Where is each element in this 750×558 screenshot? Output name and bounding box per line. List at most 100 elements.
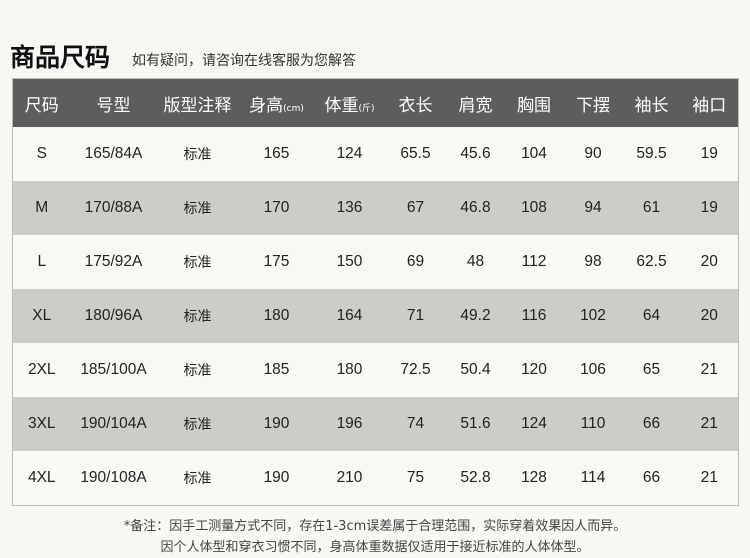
table-cell: 110 xyxy=(563,397,623,451)
table-cell: 175 xyxy=(238,235,315,289)
table-cell: 46.8 xyxy=(446,181,505,235)
table-cell: XL xyxy=(12,289,71,343)
table-cell: 116 xyxy=(504,289,564,343)
table-cell: 21 xyxy=(680,397,739,451)
table-cell: 106 xyxy=(563,343,623,397)
table-cell: 75 xyxy=(384,451,447,506)
table-cell: 50.4 xyxy=(446,343,505,397)
table-cell: 128 xyxy=(504,451,564,506)
table-cell: 21 xyxy=(680,343,739,397)
table-cell: 61 xyxy=(622,181,681,235)
table-cell: 170 xyxy=(238,181,315,235)
table-cell: 标准 xyxy=(156,343,239,397)
table-row: 2XL 185/100A 标准 185 180 72.5 50.4 120 106 65 21 xyxy=(12,343,739,397)
table-cell: 标准 xyxy=(156,451,239,506)
table-cell: 180 xyxy=(314,343,385,397)
table-cell: 标准 xyxy=(156,397,239,451)
table-cell: 210 xyxy=(314,451,385,506)
table-cell: 2XL xyxy=(12,343,71,397)
table-cell: 136 xyxy=(314,181,385,235)
header-unit: (斤) xyxy=(358,103,375,114)
table-row: L 175/92A 标准 175 150 69 48 112 98 62.5 20 xyxy=(12,235,739,289)
header-label: 袖长 xyxy=(634,95,669,116)
column-header: 下摆 xyxy=(563,78,623,127)
column-header: 肩宽 xyxy=(446,78,505,127)
table-cell: 98 xyxy=(563,235,623,289)
table-cell: 62.5 xyxy=(622,235,681,289)
table-cell: 21 xyxy=(680,451,739,506)
table-cell: 180/96A xyxy=(70,289,157,343)
table-row: 3XL 190/104A 标准 190 196 74 51.6 124 110 66 21 xyxy=(12,397,739,451)
header-label: 下摆 xyxy=(576,95,610,116)
column-header: 版型注释 xyxy=(156,78,239,127)
table-cell: 185 xyxy=(238,343,315,397)
table-cell: 72.5 xyxy=(384,343,447,397)
table-cell: 标准 xyxy=(156,235,239,289)
subtitle: 如有疑问，请咨询在线客服为您解答 xyxy=(132,53,356,69)
table-cell: 20 xyxy=(680,235,739,289)
table-cell: 180 xyxy=(238,289,315,343)
table-cell: 104 xyxy=(504,127,564,181)
column-header: 尺码 xyxy=(12,78,71,127)
column-header: 身高(cm) xyxy=(238,78,315,127)
table-cell: 19 xyxy=(680,127,739,181)
table-cell: 67 xyxy=(384,181,447,235)
table-cell: 66 xyxy=(622,397,681,451)
table-cell: 114 xyxy=(563,451,623,506)
table-cell: 74 xyxy=(384,397,447,451)
header-label: 体重 xyxy=(324,95,359,116)
table-cell: 51.6 xyxy=(446,397,505,451)
table-cell: 66 xyxy=(622,451,681,506)
table-cell: 190 xyxy=(238,397,315,451)
table-row: S 165/84A 标准 165 124 65.5 45.6 104 90 59.5 19 xyxy=(12,127,739,181)
header-label: 胸围 xyxy=(517,95,551,116)
header-label: 版型注释 xyxy=(163,95,232,116)
header-label: 肩宽 xyxy=(458,95,493,116)
table-cell: 65.5 xyxy=(384,127,447,181)
note: *备注：因手工测量方式不同，存在1-3cm误差属于合理范围，实际穿着效果因人而异… xyxy=(0,516,750,558)
table-cell: 标准 xyxy=(156,181,239,235)
table-cell: 170/88A xyxy=(70,181,157,235)
table-cell: S xyxy=(12,127,71,181)
note-line-1: *备注：因手工测量方式不同，存在1-3cm误差属于合理范围，实际穿着效果因人而异… xyxy=(123,519,627,534)
table-cell: 65 xyxy=(622,343,681,397)
table-cell: L xyxy=(12,235,71,289)
table-cell: 4XL xyxy=(12,451,71,506)
table-cell: 196 xyxy=(314,397,385,451)
table-cell: 69 xyxy=(384,235,447,289)
table-cell: 102 xyxy=(563,289,623,343)
table-row: 4XL 190/108A 标准 190 210 75 52.8 128 114 66 21 xyxy=(12,451,739,506)
table-cell: 45.6 xyxy=(446,127,505,181)
column-header: 袖口 xyxy=(680,78,739,127)
table-cell: 165/84A xyxy=(70,127,157,181)
column-header: 体重(斤) xyxy=(314,78,385,127)
column-header: 衣长 xyxy=(384,78,447,127)
table-cell: 124 xyxy=(504,397,564,451)
table-cell: 52.8 xyxy=(446,451,505,506)
page-title: 商品尺码 xyxy=(10,43,111,72)
table-cell: 150 xyxy=(314,235,385,289)
table-cell: 19 xyxy=(680,181,739,235)
header-label: 尺码 xyxy=(24,95,59,116)
table-cell: 112 xyxy=(504,235,564,289)
size-table: 尺码 号型 版型注释 身高(cm) 体重(斤) 衣长 肩宽 胸围 下摆 袖长 袖口 S 165/84A… xyxy=(12,78,739,506)
table-cell: 49.2 xyxy=(446,289,505,343)
table-cell: 190/108A xyxy=(70,451,157,506)
table-cell: M xyxy=(12,181,71,235)
header-label: 袖口 xyxy=(692,95,727,116)
header-label: 身高 xyxy=(249,95,284,116)
header-unit: (cm) xyxy=(283,103,304,114)
table-row: XL 180/96A 标准 180 164 71 49.2 116 102 64 20 xyxy=(12,289,739,343)
table-cell: 90 xyxy=(563,127,623,181)
table-cell: 标准 xyxy=(156,127,239,181)
table-cell: 190/104A xyxy=(70,397,157,451)
header-label: 衣长 xyxy=(398,95,433,116)
table-cell: 190 xyxy=(238,451,315,506)
header-label: 号型 xyxy=(96,95,131,116)
table-cell: 124 xyxy=(314,127,385,181)
table-row: M 170/88A 标准 170 136 67 46.8 108 94 61 19 xyxy=(12,181,739,235)
table-cell: 20 xyxy=(680,289,739,343)
table-cell: 94 xyxy=(563,181,623,235)
table-cell: 59.5 xyxy=(622,127,681,181)
table-cell: 64 xyxy=(622,289,681,343)
